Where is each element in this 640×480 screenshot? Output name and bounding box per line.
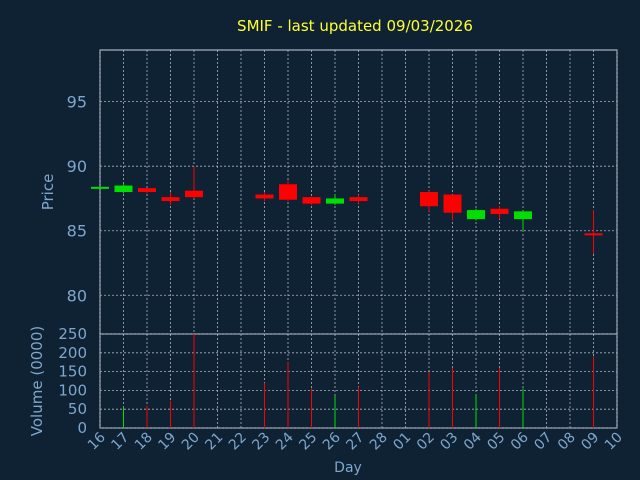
x-tick-label: 09 (578, 430, 602, 454)
x-tick-label: 05 (484, 430, 508, 454)
x-tick-label: 08 (555, 430, 579, 454)
price-tick-label: 85 (67, 222, 87, 241)
x-tick-label: 22 (226, 430, 250, 454)
candle-body (490, 208, 509, 214)
candle-body (161, 197, 180, 202)
x-tick-label: 06 (508, 429, 532, 453)
candle-body (514, 211, 532, 220)
x-tick-label: 26 (320, 429, 344, 453)
volume-tick-label: 200 (58, 344, 87, 362)
x-axis-label: Day (334, 460, 362, 476)
x-tick-label: 16 (85, 429, 109, 453)
price-axis-label: Price (39, 174, 57, 211)
price-tick-label: 80 (67, 286, 87, 305)
x-tick-label: 19 (155, 430, 179, 454)
candle-body (302, 197, 321, 204)
candle-body (349, 197, 368, 202)
x-tick-label: 28 (367, 430, 391, 454)
x-tick-label: 21 (202, 430, 226, 454)
volume-axis-label: Volume (0000) (28, 326, 46, 436)
candle-body (420, 192, 438, 207)
x-tick-label: 27 (343, 430, 367, 454)
x-tick-label: 25 (296, 430, 320, 454)
x-tick-label: 04 (461, 429, 485, 453)
candle-body (185, 190, 203, 198)
x-tick-label: 01 (390, 430, 414, 454)
candle-body (91, 186, 109, 189)
candle-body (467, 210, 485, 220)
volume-tick-label: 100 (58, 381, 87, 399)
x-tick-label: 18 (132, 430, 156, 454)
candle-body (279, 184, 297, 200)
x-tick-label: 24 (273, 429, 297, 453)
volume-tick-label: 50 (68, 400, 87, 418)
volume-tick-label: 0 (77, 419, 87, 437)
candle-body (584, 233, 603, 236)
x-tick-label: 20 (179, 430, 203, 454)
price-tick-label: 95 (67, 93, 87, 112)
chart-title: SMIF - last updated 09/03/2026 (237, 17, 473, 35)
x-tick-label: 23 (249, 430, 273, 454)
x-tick-label: 17 (108, 430, 132, 454)
x-tick-label: 03 (437, 430, 461, 454)
candle-body (114, 185, 133, 192)
x-tick-label: 10 (602, 430, 626, 454)
candle-body (255, 194, 274, 199)
x-tick-label: 02 (414, 430, 438, 454)
candle-body (443, 194, 462, 213)
volume-tick-label: 250 (58, 325, 87, 343)
price-panel: 80 85 90 95 (67, 49, 618, 335)
candle-body (326, 198, 344, 204)
x-tick-label: 07 (531, 430, 555, 454)
price-tick-label: 90 (67, 157, 87, 176)
x-tick-labels: 16 17 18 19 20 21 22 23 24 25 26 27 28 01 02 03 04 05 06 07… (85, 429, 626, 453)
volume-tick-label: 150 (58, 363, 87, 381)
candle-body (138, 188, 156, 192)
